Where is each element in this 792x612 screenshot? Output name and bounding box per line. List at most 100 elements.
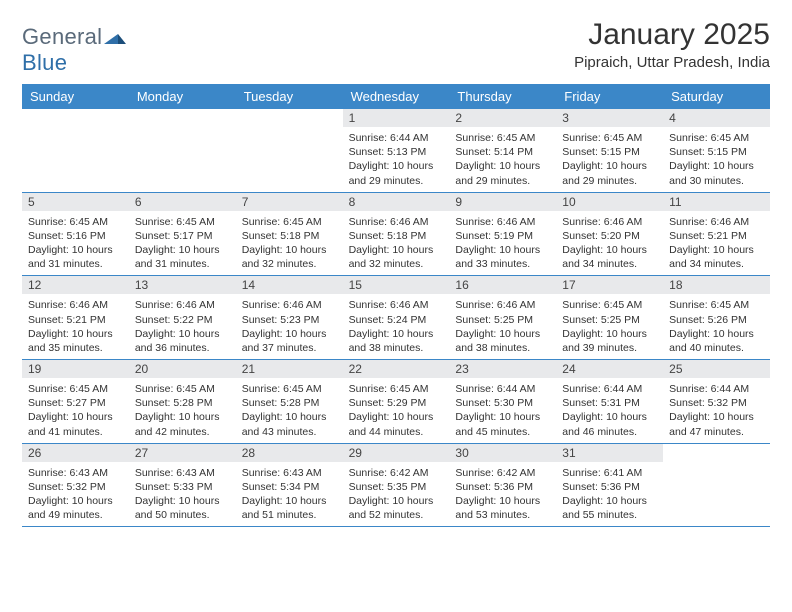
sunset-value: 5:31 PM bbox=[601, 397, 640, 409]
daylight-line: Daylight: 10 hours and 36 minutes. bbox=[135, 327, 230, 355]
sunset-label: Sunset: bbox=[135, 314, 171, 326]
sunrise-label: Sunrise: bbox=[455, 132, 494, 144]
daylight-line: Daylight: 10 hours and 34 minutes. bbox=[669, 243, 764, 271]
sunrise-label: Sunrise: bbox=[242, 467, 281, 479]
daylight-label: Daylight: bbox=[669, 411, 710, 423]
sunrise-line: Sunrise: 6:45 AM bbox=[135, 215, 230, 229]
daylight-label: Daylight: bbox=[562, 160, 603, 172]
daylight-label: Daylight: bbox=[135, 244, 176, 256]
calendar-cell: 15Sunrise: 6:46 AMSunset: 5:24 PMDayligh… bbox=[343, 276, 450, 359]
sunset-line: Sunset: 5:25 PM bbox=[562, 313, 657, 327]
weeks-container: 1Sunrise: 6:44 AMSunset: 5:13 PMDaylight… bbox=[22, 109, 770, 527]
calendar-cell: 9Sunrise: 6:46 AMSunset: 5:19 PMDaylight… bbox=[449, 193, 556, 276]
sunrise-label: Sunrise: bbox=[562, 299, 601, 311]
sunrise-label: Sunrise: bbox=[349, 467, 388, 479]
sunset-line: Sunset: 5:21 PM bbox=[669, 229, 764, 243]
cell-body: Sunrise: 6:41 AMSunset: 5:36 PMDaylight:… bbox=[556, 462, 663, 523]
sunrise-value: 6:46 AM bbox=[390, 299, 429, 311]
cell-body: Sunrise: 6:46 AMSunset: 5:21 PMDaylight:… bbox=[22, 294, 129, 355]
sunset-line: Sunset: 5:24 PM bbox=[349, 313, 444, 327]
location: Pipraich, Uttar Pradesh, India bbox=[574, 54, 770, 71]
sunset-line: Sunset: 5:26 PM bbox=[669, 313, 764, 327]
day-number: 19 bbox=[22, 360, 129, 378]
calendar-cell: 7Sunrise: 6:45 AMSunset: 5:18 PMDaylight… bbox=[236, 193, 343, 276]
sunset-line: Sunset: 5:32 PM bbox=[28, 480, 123, 494]
daylight-label: Daylight: bbox=[455, 328, 496, 340]
sunset-line: Sunset: 5:31 PM bbox=[562, 396, 657, 410]
sunset-label: Sunset: bbox=[562, 230, 598, 242]
sunset-value: 5:32 PM bbox=[67, 481, 106, 493]
cell-body: Sunrise: 6:43 AMSunset: 5:32 PMDaylight:… bbox=[22, 462, 129, 523]
daylight-label: Daylight: bbox=[242, 411, 283, 423]
sunrise-value: 6:44 AM bbox=[711, 383, 750, 395]
sunset-value: 5:27 PM bbox=[67, 397, 106, 409]
day-number bbox=[663, 444, 770, 462]
day-header-cell: Saturday bbox=[663, 84, 770, 109]
logo-text-part2: Blue bbox=[22, 50, 67, 75]
logo-text-part1: General bbox=[22, 24, 102, 49]
daylight-label: Daylight: bbox=[135, 328, 176, 340]
cell-body: Sunrise: 6:45 AMSunset: 5:17 PMDaylight:… bbox=[129, 211, 236, 272]
sunrise-line: Sunrise: 6:42 AM bbox=[349, 466, 444, 480]
sunrise-value: 6:45 AM bbox=[69, 383, 108, 395]
day-header-cell: Wednesday bbox=[343, 84, 450, 109]
daylight-label: Daylight: bbox=[28, 411, 69, 423]
daylight-label: Daylight: bbox=[28, 495, 69, 507]
sunset-line: Sunset: 5:28 PM bbox=[135, 396, 230, 410]
daylight-line: Daylight: 10 hours and 39 minutes. bbox=[562, 327, 657, 355]
sunset-line: Sunset: 5:23 PM bbox=[242, 313, 337, 327]
sunset-label: Sunset: bbox=[28, 230, 64, 242]
sunrise-label: Sunrise: bbox=[28, 299, 67, 311]
day-number bbox=[236, 109, 343, 127]
day-number: 11 bbox=[663, 193, 770, 211]
sunrise-line: Sunrise: 6:43 AM bbox=[28, 466, 123, 480]
daylight-label: Daylight: bbox=[562, 244, 603, 256]
sunset-line: Sunset: 5:28 PM bbox=[242, 396, 337, 410]
cell-body: Sunrise: 6:46 AMSunset: 5:20 PMDaylight:… bbox=[556, 211, 663, 272]
sunrise-label: Sunrise: bbox=[349, 216, 388, 228]
day-number: 21 bbox=[236, 360, 343, 378]
sunrise-label: Sunrise: bbox=[669, 383, 708, 395]
sunset-label: Sunset: bbox=[669, 397, 705, 409]
sunrise-value: 6:41 AM bbox=[604, 467, 643, 479]
sunrise-value: 6:46 AM bbox=[711, 216, 750, 228]
sunrise-line: Sunrise: 6:41 AM bbox=[562, 466, 657, 480]
sunset-line: Sunset: 5:29 PM bbox=[349, 396, 444, 410]
calendar-cell bbox=[22, 109, 129, 192]
sunset-value: 5:32 PM bbox=[708, 397, 747, 409]
sunset-label: Sunset: bbox=[562, 146, 598, 158]
cell-body: Sunrise: 6:45 AMSunset: 5:16 PMDaylight:… bbox=[22, 211, 129, 272]
calendar-cell: 1Sunrise: 6:44 AMSunset: 5:13 PMDaylight… bbox=[343, 109, 450, 192]
sunset-value: 5:21 PM bbox=[67, 314, 106, 326]
sunrise-label: Sunrise: bbox=[28, 216, 67, 228]
sunrise-value: 6:44 AM bbox=[390, 132, 429, 144]
sunrise-line: Sunrise: 6:46 AM bbox=[135, 298, 230, 312]
daylight-label: Daylight: bbox=[242, 495, 283, 507]
sunset-label: Sunset: bbox=[349, 397, 385, 409]
day-number: 1 bbox=[343, 109, 450, 127]
sunrise-label: Sunrise: bbox=[349, 132, 388, 144]
sunrise-label: Sunrise: bbox=[562, 132, 601, 144]
sunrise-line: Sunrise: 6:46 AM bbox=[349, 298, 444, 312]
daylight-line: Daylight: 10 hours and 45 minutes. bbox=[455, 410, 550, 438]
day-number: 13 bbox=[129, 276, 236, 294]
sunset-line: Sunset: 5:32 PM bbox=[669, 396, 764, 410]
sunset-label: Sunset: bbox=[242, 481, 278, 493]
daylight-label: Daylight: bbox=[562, 328, 603, 340]
cell-body: Sunrise: 6:44 AMSunset: 5:13 PMDaylight:… bbox=[343, 127, 450, 188]
calendar-cell: 14Sunrise: 6:46 AMSunset: 5:23 PMDayligh… bbox=[236, 276, 343, 359]
sunset-line: Sunset: 5:25 PM bbox=[455, 313, 550, 327]
day-number: 6 bbox=[129, 193, 236, 211]
calendar-cell: 27Sunrise: 6:43 AMSunset: 5:33 PMDayligh… bbox=[129, 444, 236, 527]
day-number: 7 bbox=[236, 193, 343, 211]
daylight-line: Daylight: 10 hours and 38 minutes. bbox=[349, 327, 444, 355]
daylight-label: Daylight: bbox=[669, 160, 710, 172]
sunset-label: Sunset: bbox=[669, 230, 705, 242]
day-number: 22 bbox=[343, 360, 450, 378]
month-title: January 2025 bbox=[574, 18, 770, 52]
sunrise-line: Sunrise: 6:44 AM bbox=[455, 382, 550, 396]
sunset-value: 5:14 PM bbox=[494, 146, 533, 158]
sunset-label: Sunset: bbox=[455, 230, 491, 242]
sunrise-value: 6:45 AM bbox=[283, 383, 322, 395]
daylight-label: Daylight: bbox=[28, 244, 69, 256]
